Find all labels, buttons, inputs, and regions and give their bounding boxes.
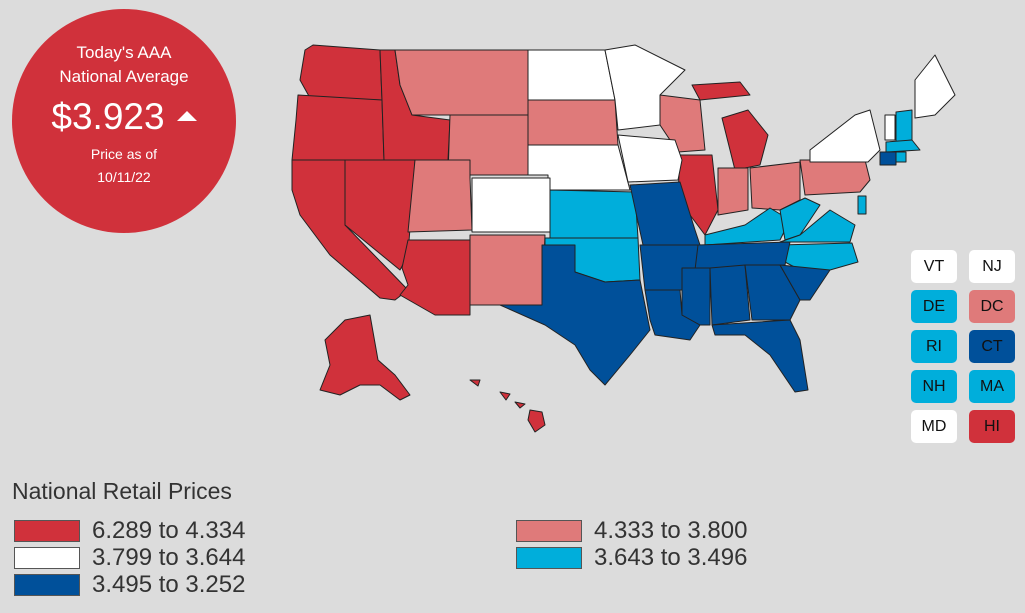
state-montana[interactable] — [394, 49, 529, 116]
state-rhode-island[interactable] — [895, 151, 907, 163]
state-hawaii-islands[interactable] — [469, 379, 526, 409]
chip-label: NJ — [982, 258, 1002, 275]
legend-swatch — [516, 547, 582, 569]
legend-label: 6.289 to 4.334 — [92, 517, 246, 544]
badge-title-line2: National Average — [59, 67, 189, 86]
state-virginia[interactable] — [779, 209, 856, 243]
legend-swatch — [14, 520, 80, 542]
chip-ri[interactable]: RI — [911, 330, 957, 363]
national-average-price: $3.923 — [12, 95, 236, 139]
state-louisiana[interactable] — [644, 289, 701, 341]
state-north-dakota[interactable] — [527, 49, 616, 101]
state-maine[interactable] — [914, 54, 956, 119]
price-value: $3.923 — [51, 96, 165, 137]
state-oregon[interactable] — [291, 94, 385, 161]
chip-label: VT — [923, 258, 945, 275]
chip-hi[interactable]: HI — [969, 410, 1015, 443]
state-alaska[interactable] — [319, 314, 411, 401]
state-georgia[interactable] — [744, 264, 801, 321]
state-washington[interactable] — [299, 44, 383, 101]
chip-label: NH — [922, 378, 946, 395]
chip-ma[interactable]: MA — [969, 370, 1015, 403]
chip-label: CT — [981, 338, 1003, 355]
state-vermont[interactable] — [884, 114, 896, 141]
trend-up-icon — [176, 111, 197, 121]
chip-ct[interactable]: CT — [969, 330, 1015, 363]
state-new-mexico[interactable] — [469, 234, 546, 306]
state-indiana[interactable] — [717, 167, 749, 216]
badge-title-line1: Today's AAA — [76, 43, 172, 62]
legend-swatch — [516, 520, 582, 542]
chip-label: DE — [922, 298, 946, 315]
state-michigan[interactable] — [691, 81, 769, 171]
state-missouri[interactable] — [629, 181, 701, 246]
state-florida[interactable] — [711, 319, 809, 393]
state-south-carolina[interactable] — [779, 264, 831, 301]
state-connecticut[interactable] — [879, 151, 897, 166]
chip-nj[interactable]: NJ — [969, 250, 1015, 283]
state-hawaii[interactable] — [527, 409, 546, 433]
chip-md[interactable]: MD — [911, 410, 957, 443]
legend-title: National Retail Prices — [12, 478, 232, 504]
chip-label: MD — [921, 418, 947, 435]
legend-swatch — [14, 547, 80, 569]
state-minnesota[interactable] — [604, 44, 686, 131]
legend-label: 4.333 to 3.800 — [594, 517, 748, 544]
chip-label: HI — [984, 418, 1000, 435]
state-south-dakota[interactable] — [527, 99, 619, 146]
state-texas[interactable] — [499, 244, 651, 386]
state-mississippi[interactable] — [681, 267, 711, 326]
state-pennsylvania[interactable] — [799, 159, 871, 196]
state-arizona[interactable] — [399, 239, 471, 316]
legend-label: 3.495 to 3.252 — [92, 571, 246, 598]
chip-nh[interactable]: NH — [911, 370, 957, 403]
legend-label: 3.799 to 3.644 — [92, 544, 246, 571]
chip-de[interactable]: DE — [911, 290, 957, 323]
price-as-of-label: Price as of — [90, 146, 158, 162]
chip-label: RI — [926, 338, 942, 355]
chip-label: MA — [980, 378, 1004, 395]
state-delaware[interactable] — [857, 195, 867, 215]
state-new-york[interactable] — [809, 109, 881, 163]
state-alabama[interactable] — [709, 264, 751, 326]
chip-label: DC — [980, 298, 1004, 315]
legend-swatch — [14, 574, 80, 596]
state-west-virginia[interactable] — [779, 197, 821, 241]
chip-dc[interactable]: DC — [969, 290, 1015, 323]
state-new-hampshire[interactable] — [895, 109, 913, 143]
state-colorado[interactable] — [471, 177, 551, 233]
state-ohio[interactable] — [749, 161, 801, 211]
legend-label: 3.643 to 3.496 — [594, 544, 748, 571]
state-kansas[interactable] — [549, 189, 639, 239]
national-average-badge: Today's AAA National Average $3.923 Pric… — [12, 9, 236, 233]
state-massachusetts[interactable] — [885, 139, 921, 153]
state-iowa[interactable] — [617, 134, 683, 183]
chip-vt[interactable]: VT — [911, 250, 957, 283]
price-date: 10/11/22 — [97, 169, 151, 185]
state-utah[interactable] — [407, 159, 473, 233]
